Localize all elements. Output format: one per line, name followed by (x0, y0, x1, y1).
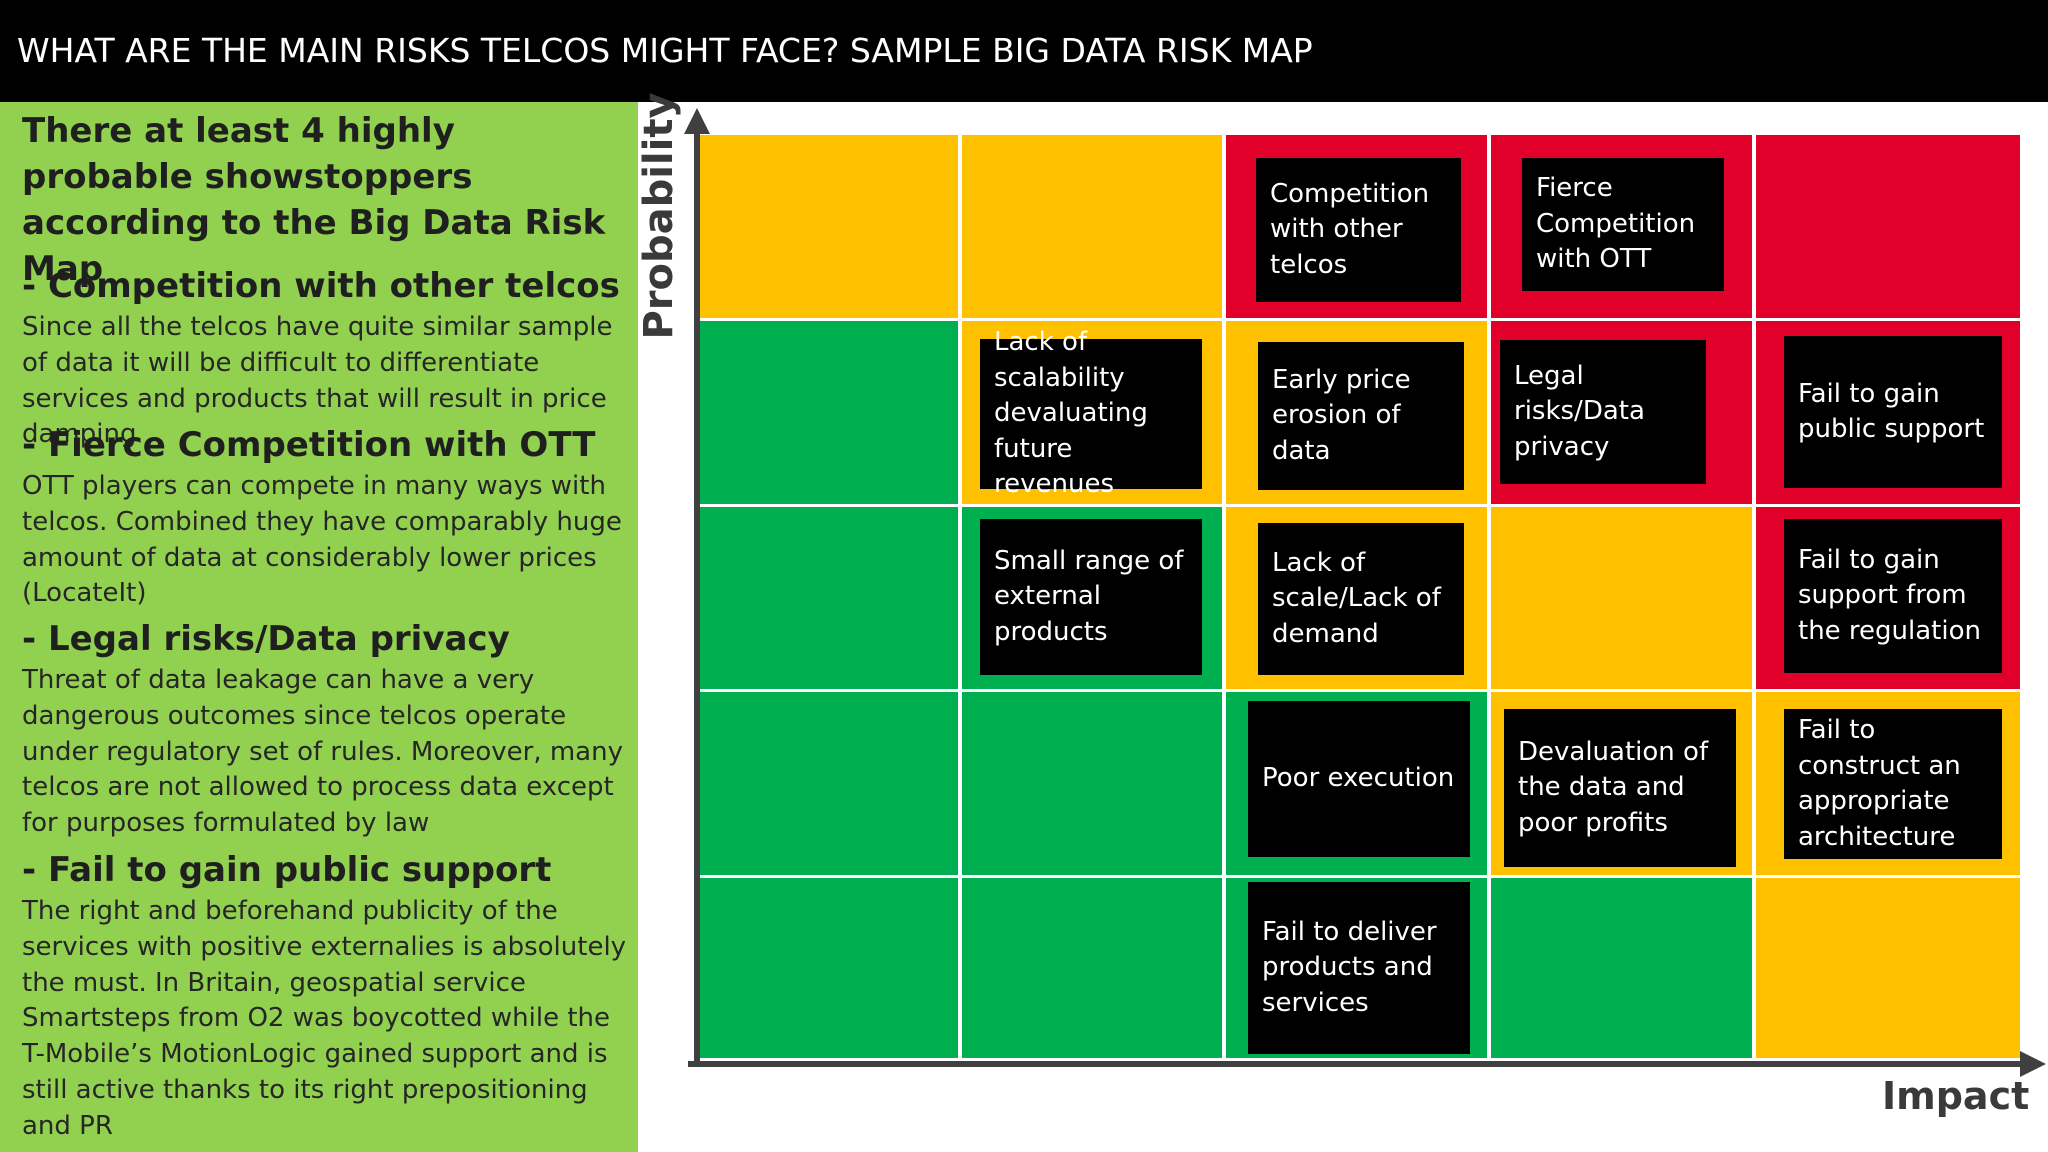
risk-box-legal-risks-data-privacy: Legal risks/Data privacy (1500, 340, 1706, 484)
risk-box-competition-with-other-telcos: Competition with other telcos (1256, 158, 1461, 302)
risk-box-label: Early price erosion of data (1272, 364, 1411, 466)
section-body-public-support: The right and beforehand publicity of th… (22, 896, 627, 1141)
risk-cell-r4-c2 (962, 692, 1222, 875)
section-body-competition-telcos: Since all the telcos have quite similar … (22, 312, 613, 450)
risk-cell-r2-c1 (700, 321, 958, 504)
risk-cell-r5-c4 (1491, 878, 1752, 1058)
risk-cell-r4-c1 (700, 692, 958, 875)
risk-cell-r5-c1 (700, 878, 958, 1058)
risk-cell-r5-c2 (962, 878, 1222, 1058)
risk-box-label: Fail to deliver products and services (1262, 916, 1437, 1018)
risk-box-label: Fail to gain support from the regulation (1798, 544, 1981, 646)
risk-cell-r3-c4 (1491, 507, 1752, 689)
risk-box-small-range-of-external-products: Small range of external products (980, 519, 1202, 675)
risk-box-fail-to-construct-an-appropriate-architecture: Fail to construct an appropriate archite… (1784, 709, 2002, 859)
x-axis-arrowhead (2020, 1051, 2046, 1077)
section-body-competition-ott: OTT players can compete in many ways wit… (22, 471, 622, 609)
risk-box-lack-of-scalability-devaluating-future-revenues: Lack of scalability devaluating future r… (980, 327, 1202, 499)
risk-box-label: Fierce Competition with OTT (1536, 173, 1696, 275)
summary-intro: There at least 4 highly probable showsto… (22, 111, 606, 289)
risk-cell-r1-c1 (700, 135, 958, 318)
section-heading-legal-risks: - Legal risks/Data privacy (22, 619, 510, 659)
section-heading-competition-ott: - Fierce Competition with OTT (22, 425, 596, 465)
risk-box-devaluation-of-the-data-and-poor-profits: Devaluation of the data and poor profits (1504, 709, 1736, 867)
risk-box-label: Poor execution (1262, 763, 1455, 794)
risk-box-early-price-erosion-of-data: Early price erosion of data (1258, 342, 1464, 490)
risk-cell-r5-c5 (1756, 878, 2020, 1058)
risk-box-fail-to-deliver-products-and-services: Fail to deliver products and services (1248, 882, 1470, 1054)
risk-box-label: Lack of scale/Lack of demand (1272, 547, 1441, 649)
risk-box-label: Legal risks/Data privacy (1514, 360, 1645, 462)
risk-box-fail-to-gain-public-support: Fail to gain public support (1784, 336, 2002, 488)
page-title: WHAT ARE THE MAIN RISKS TELCOS MIGHT FAC… (17, 31, 1313, 70)
risk-box-label: Competition with other telcos (1270, 178, 1430, 280)
summary-panel (0, 102, 638, 1152)
risk-box-poor-execution: Poor execution (1248, 701, 1470, 857)
risk-box-label: Lack of scalability devaluating future r… (994, 327, 1148, 500)
risk-box-label: Fail to gain public support (1798, 378, 1985, 445)
section-heading-public-support: - Fail to gain public support (22, 850, 552, 890)
risk-box-fierce-competition-with-ott: Fierce Competition with OTT (1522, 158, 1724, 291)
risk-box-label: Small range of external products (994, 545, 1184, 647)
risk-box-label: Devaluation of the data and poor profits (1518, 736, 1709, 838)
risk-box-lack-of-scale-lack-of-demand: Lack of scale/Lack of demand (1258, 523, 1464, 675)
section-heading-competition-telcos: - Competition with other telcos (22, 266, 620, 306)
y-axis-arrowhead (684, 108, 710, 134)
risk-box-label: Fail to construct an appropriate archite… (1798, 715, 1961, 852)
x-axis-label: Impact (1882, 1074, 2030, 1118)
risk-cell-r3-c1 (700, 507, 958, 689)
section-body-legal-risks: Threat of data leakage can have a very d… (22, 665, 623, 839)
title-bar: WHAT ARE THE MAIN RISKS TELCOS MIGHT FAC… (0, 0, 2048, 102)
risk-box-fail-to-gain-support-from-the-regulation: Fail to gain support from the regulation (1784, 519, 2002, 673)
risk-cell-r1-c2 (962, 135, 1222, 318)
risk-cell-r1-c5 (1756, 135, 2020, 318)
